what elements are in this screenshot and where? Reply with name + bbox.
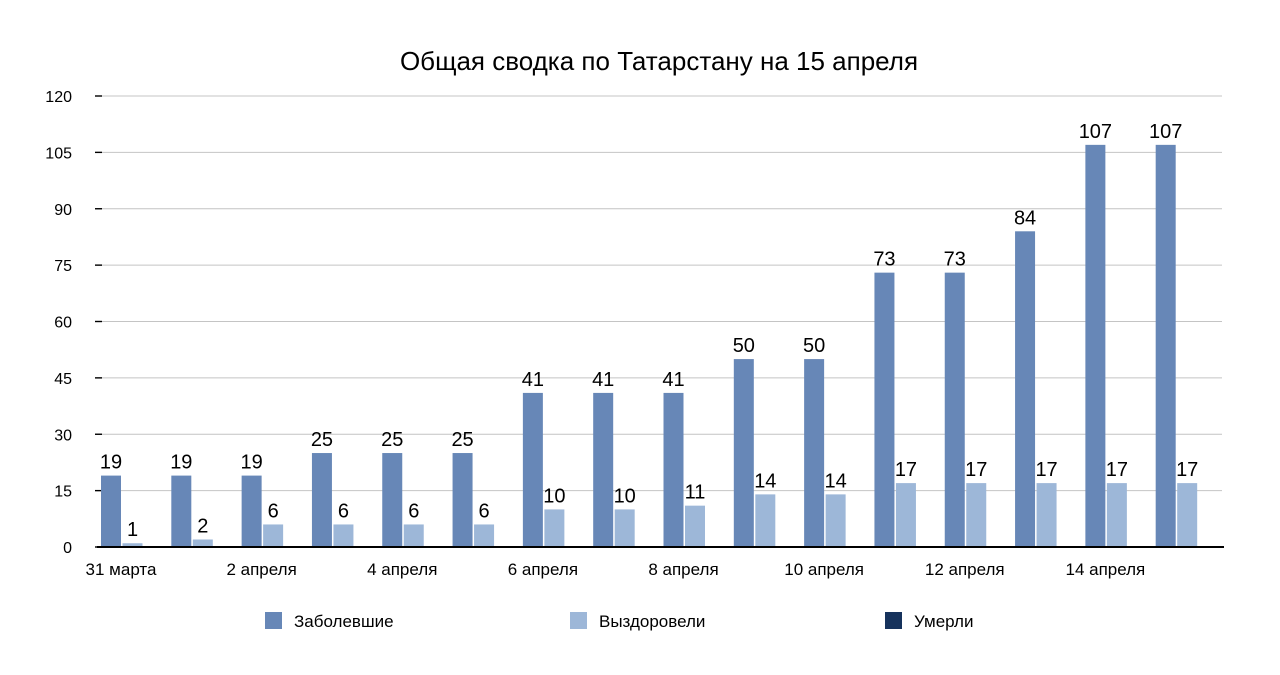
y-tick-label: 45 <box>54 371 72 388</box>
legend: Заболевшие Выздоровели Умерли <box>265 612 973 631</box>
data-label: 17 <box>1176 459 1198 481</box>
x-tick-label: 31 марта <box>86 560 157 579</box>
data-label: 14 <box>754 470 776 492</box>
data-label: 19 <box>241 452 263 474</box>
bar-0-2 <box>241 475 262 547</box>
data-label: 14 <box>825 470 847 492</box>
data-label: 17 <box>895 459 917 481</box>
y-tick-label: 105 <box>45 145 72 162</box>
y-tick-label: 75 <box>54 258 72 275</box>
bar-0-8 <box>663 392 684 547</box>
y-tick-label: 60 <box>54 315 72 332</box>
x-tick-label: 2 апреля <box>226 560 296 579</box>
bar-1-0 <box>122 543 143 547</box>
data-label: 25 <box>451 429 473 451</box>
bar-1-10 <box>825 494 846 547</box>
legend-label: Выздоровели <box>599 612 705 631</box>
bar-1-12 <box>966 483 987 547</box>
bar-1-7 <box>614 509 635 547</box>
y-tick-label: 0 <box>63 540 72 557</box>
bar-1-6 <box>544 509 565 547</box>
data-label: 19 <box>100 452 122 474</box>
data-label: 25 <box>381 429 403 451</box>
bar-0-5 <box>452 453 473 547</box>
x-tick-label: 8 апреля <box>648 560 718 579</box>
legend-label: Заболевшие <box>294 612 394 631</box>
bar-0-0 <box>101 475 121 547</box>
legend-swatch <box>885 612 902 629</box>
data-label: 1 <box>127 519 138 541</box>
bar-0-7 <box>593 392 614 547</box>
x-tick-label: 4 апреля <box>367 560 437 579</box>
data-label: 6 <box>268 500 279 522</box>
data-label: 19 <box>170 452 192 474</box>
bar-1-13 <box>1036 483 1057 547</box>
data-label: 107 <box>1149 121 1182 143</box>
data-label: 2 <box>197 515 208 537</box>
data-labels: 19 19 19 25 25 25 41 41 41 50 50 73 73 84 107 107 1 2 6 6 6 6… <box>100 121 1198 541</box>
bar-1-8 <box>685 505 705 547</box>
y-tick-label: 120 <box>45 89 72 106</box>
bar-1-3 <box>333 524 354 547</box>
data-label: 84 <box>1014 207 1036 229</box>
bar-1-11 <box>895 483 916 547</box>
bar-0-1 <box>171 475 192 547</box>
legend-swatch <box>265 612 282 629</box>
data-label: 73 <box>873 249 895 271</box>
data-label: 6 <box>408 500 419 522</box>
bar-1-5 <box>474 524 495 547</box>
x-tick-label: 10 апреля <box>784 560 864 579</box>
legend-swatch <box>570 612 587 629</box>
bar-0-4 <box>382 453 403 547</box>
y-tick-label: 15 <box>54 484 72 501</box>
bar-0-6 <box>522 392 543 547</box>
data-label: 50 <box>803 335 825 357</box>
x-tick-label: 12 апреля <box>925 560 1005 579</box>
bar-1-9 <box>755 494 776 547</box>
data-label: 73 <box>944 249 966 271</box>
data-label: 17 <box>965 459 987 481</box>
data-label: 41 <box>592 369 614 391</box>
grid-lines <box>97 95 1222 492</box>
data-label: 10 <box>543 485 565 507</box>
data-label: 107 <box>1079 121 1112 143</box>
bar-0-12 <box>944 272 965 547</box>
bar-1-4 <box>403 524 424 547</box>
data-label: 17 <box>1106 459 1128 481</box>
x-axis-ticks: 31 марта 2 апреля 4 апреля 6 апреля 8 апреля… <box>86 560 1146 579</box>
bar-0-11 <box>874 272 895 547</box>
bars <box>101 144 1198 548</box>
data-label: 41 <box>522 369 544 391</box>
bar-0-3 <box>311 453 332 547</box>
bar-1-15 <box>1177 483 1198 547</box>
chart-title: Общая сводка по Татарстану на 15 апреля <box>400 46 918 76</box>
bar-0-14 <box>1085 144 1106 547</box>
x-tick-label: 6 апреля <box>508 560 578 579</box>
data-label: 17 <box>1035 459 1057 481</box>
y-tick-label: 90 <box>54 202 72 219</box>
data-label: 6 <box>338 500 349 522</box>
data-label: 50 <box>733 335 755 357</box>
bar-1-2 <box>263 524 284 547</box>
y-axis-ticks: 0 15 30 45 60 75 90 105 120 <box>45 89 102 557</box>
bar-0-13 <box>1015 231 1036 548</box>
legend-label: Умерли <box>914 612 973 631</box>
bar-1-14 <box>1106 483 1127 547</box>
x-tick-label: 14 апреля <box>1065 560 1145 579</box>
data-label: 11 <box>685 482 706 504</box>
bar-0-15 <box>1155 144 1176 547</box>
bar-0-9 <box>733 359 754 547</box>
y-tick-label: 30 <box>54 427 72 444</box>
bar-1-1 <box>192 539 213 547</box>
data-label: 6 <box>479 500 490 522</box>
bar-0-10 <box>804 359 825 547</box>
data-label: 41 <box>662 369 684 391</box>
data-label: 25 <box>311 429 333 451</box>
data-label: 10 <box>614 485 636 507</box>
